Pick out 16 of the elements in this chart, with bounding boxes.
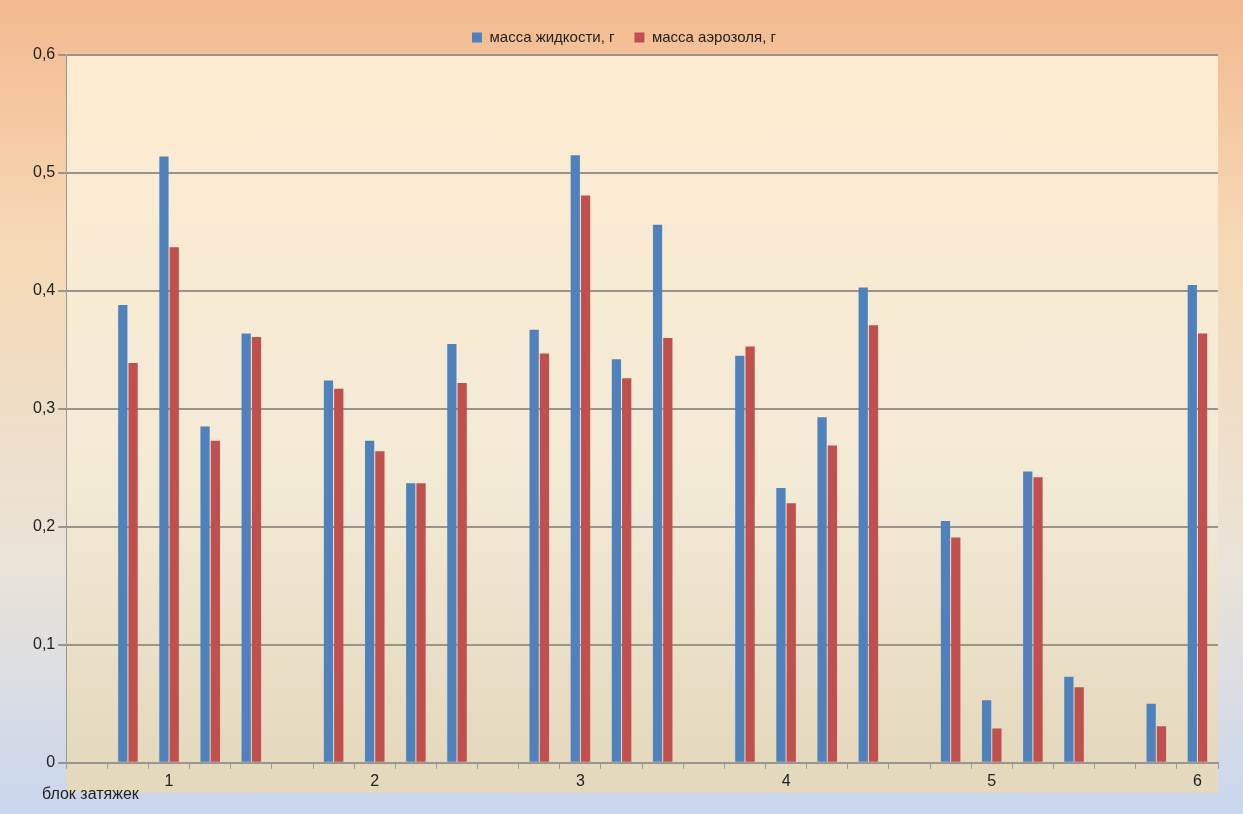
legend-label: масса аэрозоля, г <box>651 27 777 45</box>
y-tick-label: 0,4 <box>32 281 56 299</box>
x-axis-title: блок затяжек <box>42 785 140 803</box>
x-tick-label: 6 <box>1192 771 1202 789</box>
y-tick-label: 0,6 <box>32 45 56 63</box>
y-tick-label: 0 <box>46 753 56 771</box>
x-tick-label: 4 <box>781 771 791 789</box>
legend-label: масса жидкости, г <box>489 27 615 45</box>
x-tick-label: 1 <box>164 771 174 789</box>
y-tick-label: 0,2 <box>32 517 56 535</box>
x-tick-label: 5 <box>987 771 997 789</box>
y-tick-label: 0,1 <box>32 635 56 653</box>
y-tick-label: 0,3 <box>32 399 56 417</box>
x-tick-label: 3 <box>575 771 585 789</box>
y-tick-label: 0,5 <box>32 163 56 181</box>
x-tick-label: 2 <box>370 771 380 789</box>
